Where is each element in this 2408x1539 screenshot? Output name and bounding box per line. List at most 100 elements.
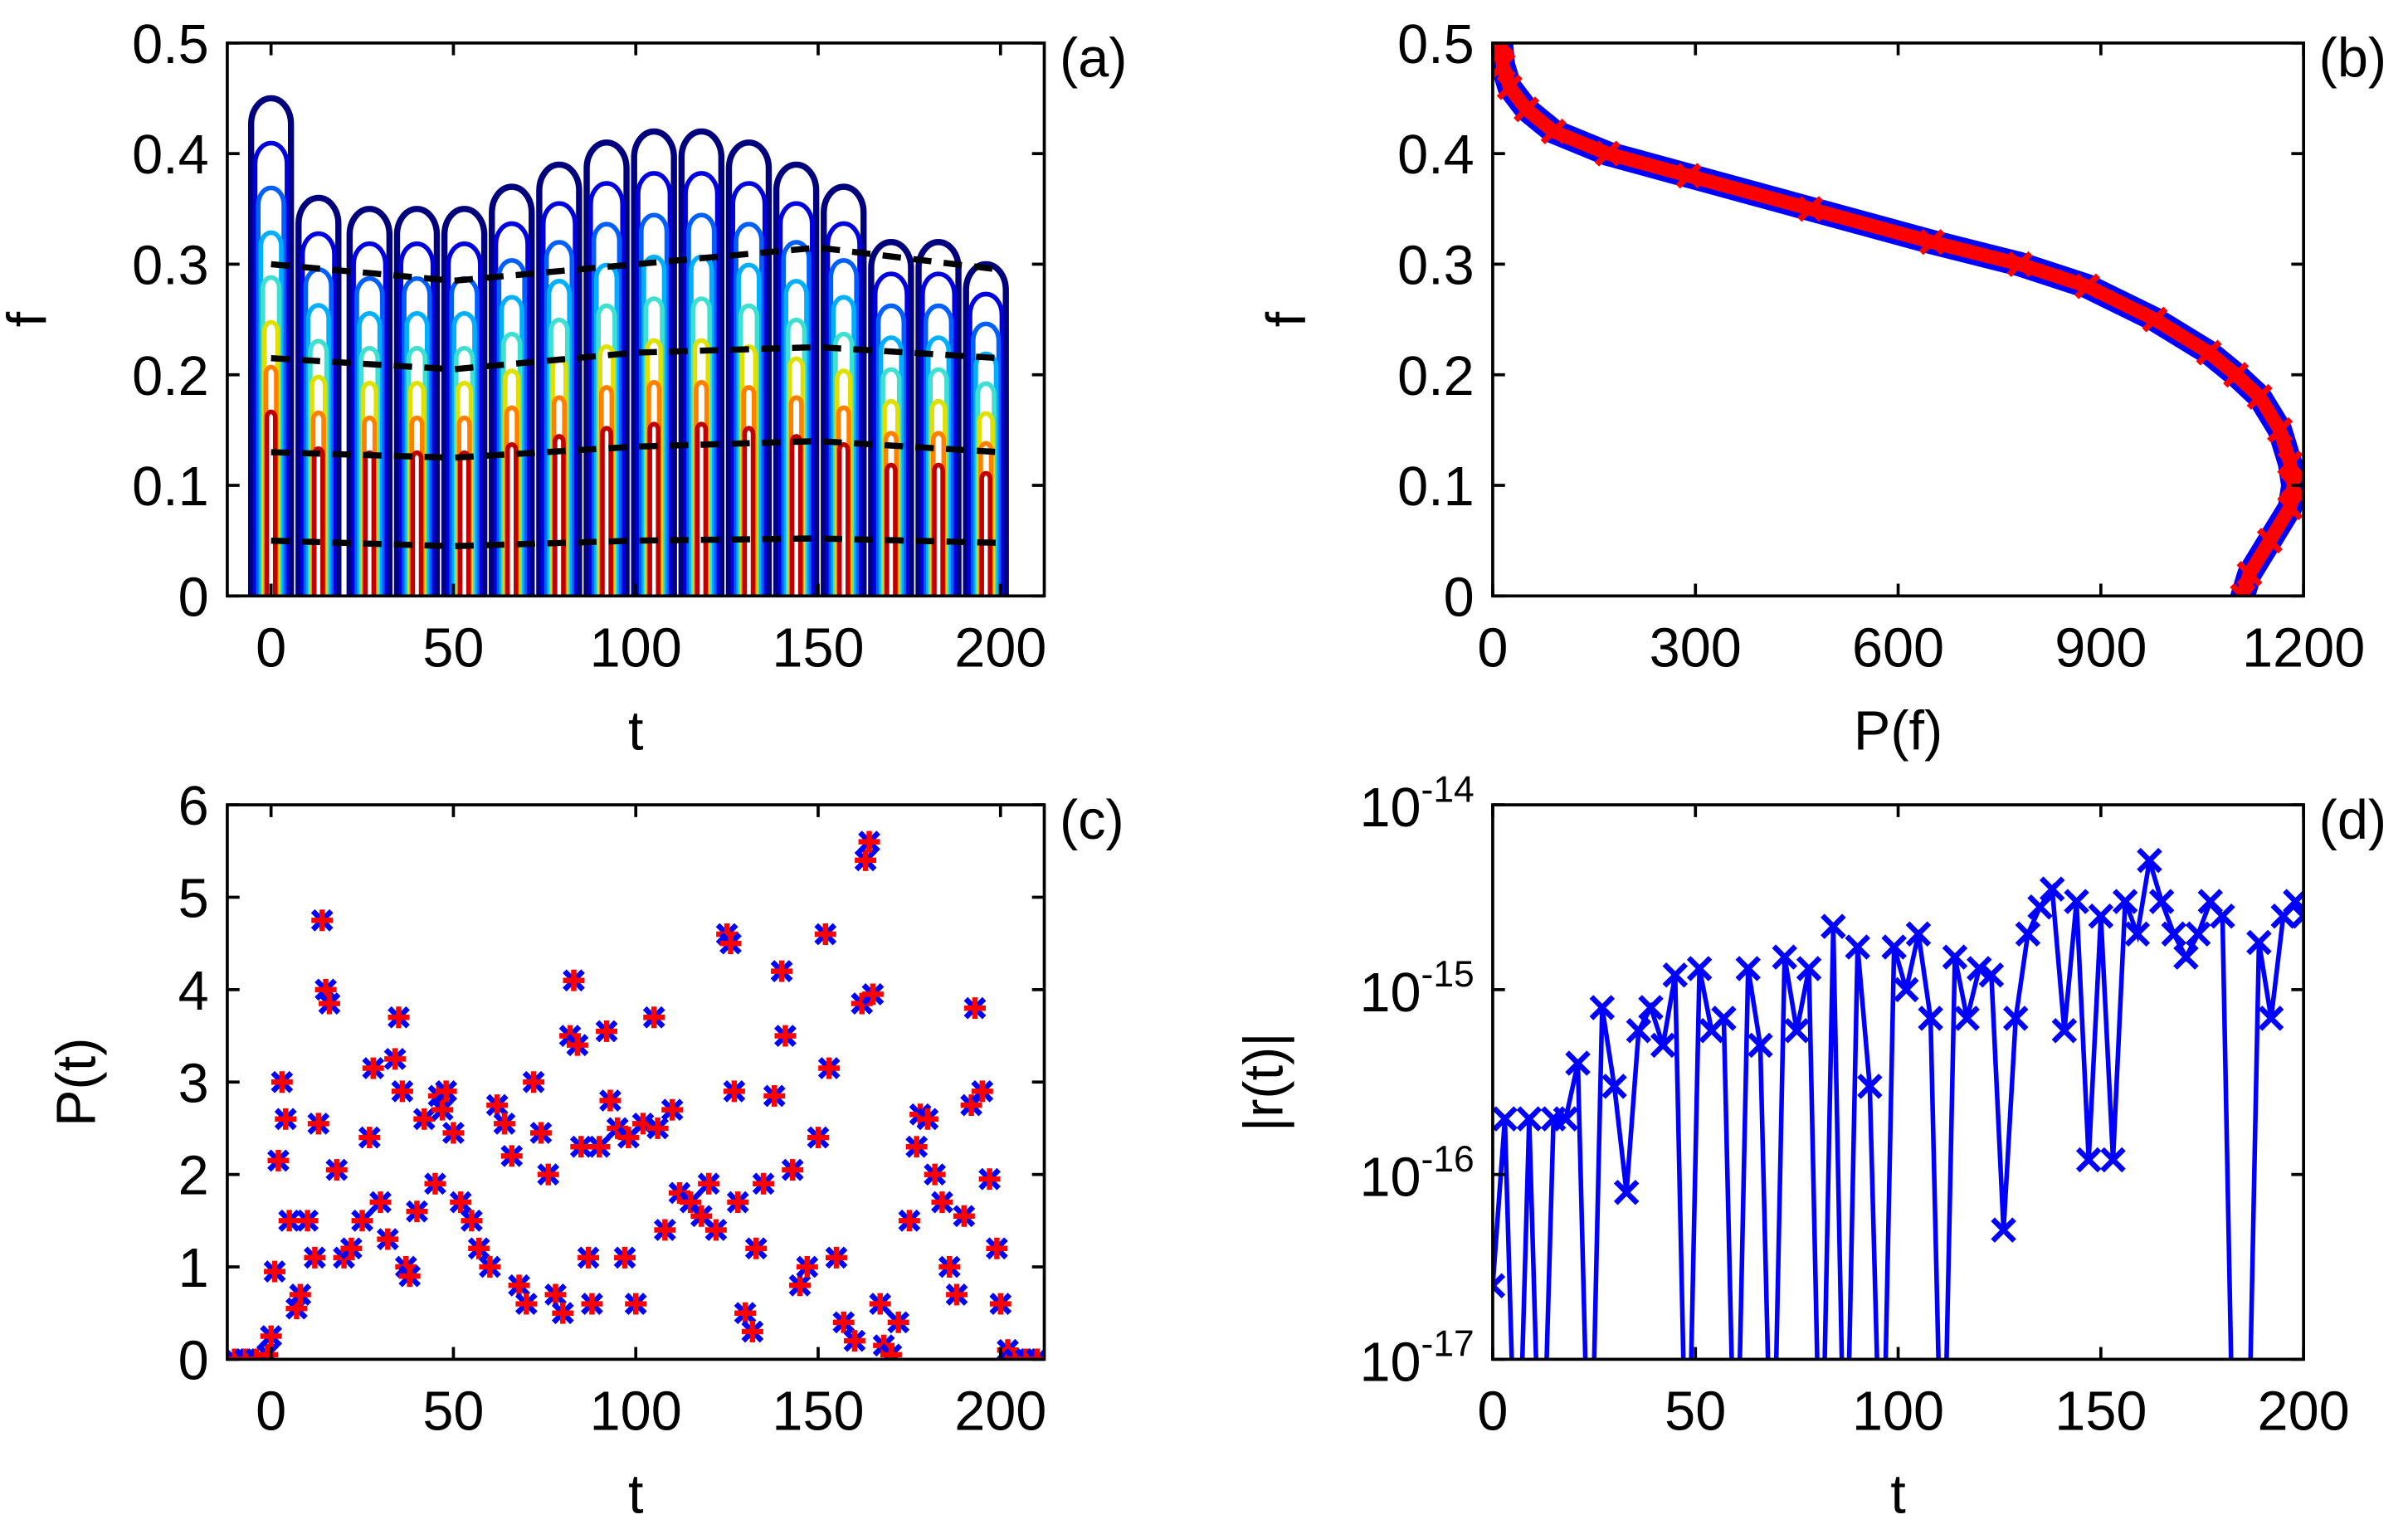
marker-overlay [654,1219,676,1241]
contour-level [920,271,958,597]
marker [1991,1217,2016,1243]
marker [2196,339,2222,366]
contour-level [979,470,992,597]
contour-level [553,434,566,597]
contour-level [777,201,815,597]
marker-overlay [358,1127,381,1149]
x-axis-label: t [628,700,644,762]
marker [1594,140,1621,167]
contour-level [540,201,578,597]
contour-level [968,291,1005,597]
marker [1857,1074,1883,1099]
marker-overlay [311,909,334,932]
marker [1675,163,1702,189]
marker [2148,889,2175,914]
x-tick-label: 200 [954,1381,1046,1443]
contour-level [831,295,856,597]
contour-level [690,296,712,597]
contour-level [925,335,952,597]
contour-level [788,395,804,597]
marker-overlay [431,1098,454,1121]
marker [1762,1533,1783,1539]
marker [1918,1006,1943,1031]
marker-overlay [646,1117,669,1139]
marker-overlay [275,1108,297,1130]
panel: 0 50 100 150 200 0 0.1 0.2 0.3 0.4 0.5 t f (a) [0,14,1127,762]
y-tick-label: 0.1 [132,456,209,518]
marker-overlay [614,1246,636,1269]
marker-overlay [680,1191,702,1214]
marker [1589,995,1616,1020]
contour-level [883,431,899,597]
panel: 0 50 100 150 20010-1710-1610-1510-14t|r(t)|(… [1233,769,2386,1539]
marker-overlay [486,1094,509,1117]
marker [1492,1273,1506,1298]
contour-level [505,442,519,597]
contour-level [741,385,757,597]
marker [1516,1106,1543,1132]
marker [2161,921,2187,947]
contour-level [882,399,900,597]
contour-level [258,230,284,597]
panel-label: (a) [1060,28,1127,90]
marker [2006,251,2033,278]
contour-outer [247,95,295,597]
y-tick-exponent: -17 [1421,1324,1475,1365]
contour-level [360,381,378,597]
marker-overlay [523,1071,545,1093]
marker-overlay [669,1181,690,1204]
marker-overlay [818,1057,841,1079]
marker-overlay [774,1025,797,1047]
contour-level [932,462,945,597]
marker-overlay [698,1172,720,1195]
marker [1821,913,1846,939]
contour-outer [821,183,867,597]
marker-overlay [391,1080,413,1103]
contour-level [975,381,997,597]
marker [2267,416,2293,443]
contour-level [501,332,523,597]
marker-overlay [435,1080,457,1103]
marker-overlay [869,1293,891,1315]
x-tick-label: 50 [1665,1381,1726,1443]
marker [1796,956,1822,981]
contour-level [928,367,949,597]
marker-overlay [782,1159,804,1181]
contour-level [591,222,622,597]
plot-frame [1491,803,2305,1361]
contour-level [454,346,475,597]
marker-overlay [796,1256,818,1278]
marker-overlay [924,1163,946,1186]
marker-overlay [406,1201,428,1223]
marker [1905,921,1932,947]
marker [2236,1533,2258,1539]
marker-overlay [814,923,836,945]
contour-level [930,431,947,597]
marker [1881,934,1907,960]
contour-level [736,262,762,597]
marker [2224,1533,2245,1539]
y-tick-label: 0.5 [1397,14,1475,75]
marker-overlay [643,1006,665,1029]
x-tick-label: 900 [2055,617,2147,679]
contour-level [455,381,474,597]
contour-level [310,374,328,597]
contour-level [742,426,756,597]
marker-overlay [450,1191,472,1214]
marker [1496,74,1523,100]
x-tick-label: 200 [954,617,1046,679]
marker-overlay [887,1311,909,1333]
marker-overlay [570,1136,592,1158]
marker [1492,1106,1518,1132]
marker [2246,929,2272,956]
contour-level [308,338,329,597]
marker-overlay [552,1302,574,1324]
marker-overlay [351,1210,373,1232]
contour-level [593,262,620,597]
marker [1686,956,1713,981]
marker [1662,962,1689,988]
marker [1650,1032,1676,1059]
marker-overlay [734,1302,757,1324]
contour-level [305,303,331,597]
